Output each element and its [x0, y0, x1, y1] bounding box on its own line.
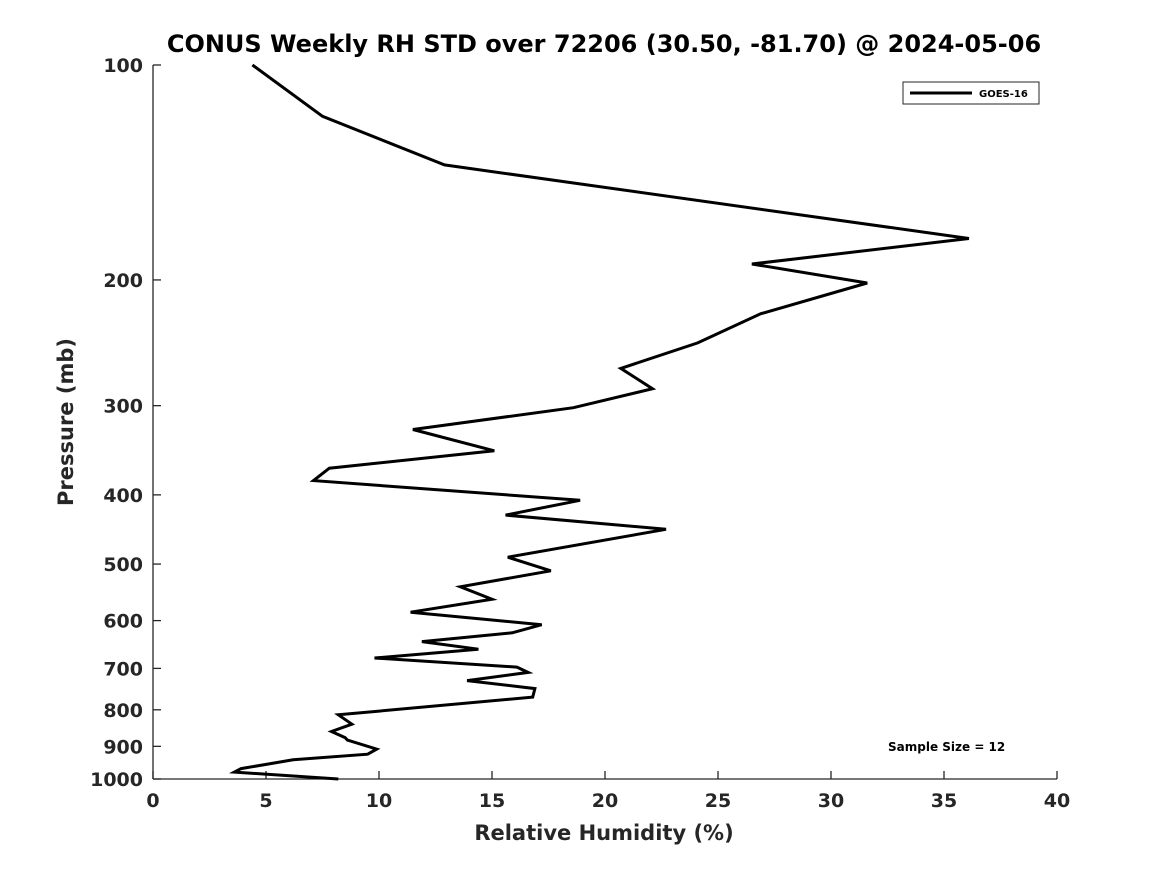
y-tick-label: 400 — [103, 485, 143, 507]
y-tick-label: 1000 — [90, 769, 143, 791]
x-ticks: 0 5 10 15 20 25 30 35 40 — [146, 771, 1070, 812]
x-tick-label: 40 — [1044, 790, 1070, 812]
series-layer — [228, 63, 970, 781]
x-tick-label: 10 — [366, 790, 392, 812]
y-ticks: 100 200 300 400 500 600 700 800 900 1000 — [90, 55, 161, 791]
y-tick-label: 100 — [103, 55, 143, 77]
x-tick-label: 35 — [931, 790, 957, 812]
y-tick-label: 700 — [103, 658, 143, 680]
y-tick-label: 500 — [103, 554, 143, 576]
series-line-goes-16 — [228, 63, 970, 781]
y-axis-label: Pressure (mb) — [54, 338, 78, 506]
x-tick-label: 25 — [705, 790, 731, 812]
x-axis-label: Relative Humidity (%) — [474, 821, 733, 845]
x-tick-label: 20 — [592, 790, 618, 812]
legend-label-goes-16: GOES-16 — [979, 89, 1028, 100]
legend: GOES-16 — [902, 81, 1040, 105]
x-tick-label: 15 — [479, 790, 505, 812]
y-tick-label: 900 — [103, 736, 143, 758]
y-tick-label: 600 — [103, 611, 143, 633]
x-tick-label: 0 — [146, 790, 159, 812]
sample-size-annotation: Sample Size = 12 — [888, 740, 1005, 754]
plot-area — [152, 65, 1057, 780]
y-tick-label: 800 — [103, 700, 143, 722]
y-tick-label: 200 — [103, 270, 143, 292]
chart-title: CONUS Weekly RH STD over 72206 (30.50, -… — [167, 30, 1041, 58]
x-tick-label: 30 — [818, 790, 844, 812]
x-tick-label: 5 — [259, 790, 272, 812]
y-tick-label: 300 — [103, 396, 143, 418]
